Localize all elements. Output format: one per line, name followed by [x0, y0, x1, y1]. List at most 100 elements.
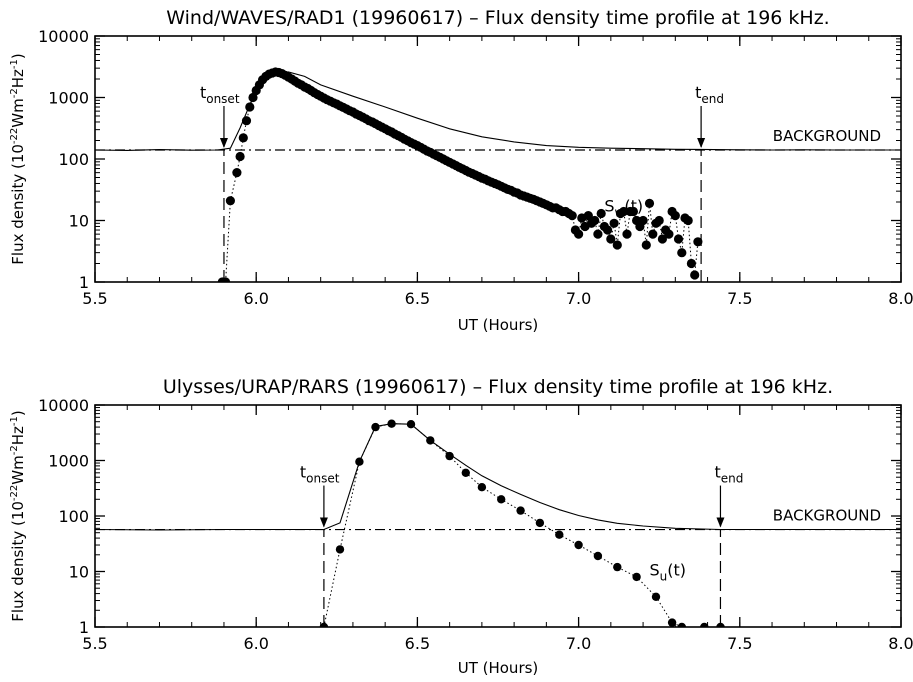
data-point: [593, 229, 603, 239]
y-axis-label-exponent: -1: [9, 59, 20, 69]
data-point: [651, 592, 661, 601]
onset-label-sub: onset: [306, 472, 340, 486]
data-point: [654, 215, 664, 226]
background-label: BACKGROUND: [773, 507, 881, 525]
y-axis-label-part: Flux density (10: [9, 144, 27, 265]
data-point: [693, 237, 703, 247]
series-label-sub: u: [660, 569, 668, 583]
x-axis-label: UT (Hours): [458, 659, 539, 677]
y-axis-label-part: Wm: [9, 98, 27, 127]
x-tick-label: 5.5: [82, 634, 107, 653]
data-point: [574, 229, 584, 239]
panel-1: Wind/WAVES/RAD1 (19960617) – Flux densit…: [9, 7, 913, 334]
total-flux-line: [95, 71, 901, 151]
onset-arrow-head: [319, 517, 328, 528]
data-point: [555, 530, 564, 539]
y-tick-label: 100: [58, 150, 89, 169]
data-point: [516, 506, 525, 515]
plot-area: [95, 67, 901, 282]
y-axis-label-part: Hz: [9, 426, 27, 445]
x-tick-label: 8.0: [888, 634, 913, 653]
data-point: [406, 420, 416, 429]
data-point: [657, 234, 668, 244]
series-label-suffix: (t): [624, 197, 643, 216]
onset-label-sub: onset: [206, 92, 240, 106]
series-label-main: S: [604, 197, 614, 216]
data-point: [648, 229, 658, 239]
x-tick-label: 6.5: [405, 634, 430, 653]
data-point: [613, 562, 622, 572]
total-flux-line: [95, 423, 901, 531]
y-axis-label-part: Hz: [9, 69, 27, 88]
data-point: [677, 622, 686, 627]
onset-label-main: t: [200, 83, 206, 102]
y-axis-label-exponent: -2: [9, 88, 20, 98]
data-point: [387, 419, 396, 428]
data-point: [690, 270, 700, 280]
data-point: [235, 151, 245, 162]
data-point: [574, 540, 583, 550]
y-tick-label: 1000: [48, 452, 89, 471]
data-point: [535, 518, 545, 528]
data-point: [609, 218, 619, 228]
data-point: [612, 240, 622, 250]
data-point: [248, 92, 258, 103]
data-point: [221, 277, 231, 282]
series-label-sub: w: [615, 206, 625, 220]
onset-label: tonset: [200, 83, 240, 106]
series-label-main: S: [650, 560, 660, 579]
x-tick-label: 7.5: [727, 634, 752, 653]
y-tick-label: 100: [58, 507, 89, 526]
background-label: BACKGROUND: [773, 127, 881, 145]
x-tick-label: 6.5: [405, 289, 430, 308]
series-label: Su(t): [650, 560, 687, 583]
data-point: [590, 215, 600, 226]
x-tick-label: 8.0: [888, 289, 913, 308]
x-tick-label: 6.0: [243, 289, 268, 308]
data-point: [638, 215, 648, 226]
end-label-main: t: [695, 83, 701, 102]
series-label-suffix: (t): [667, 560, 686, 579]
data-point: [596, 208, 606, 219]
data-point: [583, 211, 593, 221]
y-axis-label-exponent: -22: [9, 485, 20, 501]
data-point: [606, 234, 616, 244]
y-axis-label: Flux density (10-22Wm-2Hz-1): [9, 53, 27, 264]
y-tick-label: 1: [79, 273, 89, 292]
x-tick-label: 6.0: [243, 634, 268, 653]
data-point: [497, 495, 506, 504]
x-tick-label: 5.5: [82, 289, 107, 308]
y-axis-label-part: Wm: [9, 455, 27, 484]
end-label: tend: [714, 463, 743, 486]
data-point: [335, 545, 345, 554]
y-axis-label: Flux density (10-22Wm-2Hz-1): [9, 410, 27, 621]
y-tick-label: 10: [69, 212, 89, 231]
end-arrow-head: [697, 138, 706, 149]
data-point: [603, 225, 613, 235]
onset-arrow-head: [219, 138, 228, 149]
onset-label-main: t: [300, 463, 306, 482]
y-tick-label: 10: [69, 563, 89, 582]
x-tick-label: 7.5: [727, 289, 752, 308]
plot-frame: [94, 35, 902, 283]
data-point: [445, 451, 454, 461]
data-point: [683, 215, 693, 226]
end-arrow-head: [716, 517, 725, 528]
data-point: [245, 102, 255, 112]
end-label-sub: end: [701, 92, 724, 106]
panel-2: Ulysses/URAP/RARS (19960617) – Flux dens…: [9, 376, 913, 677]
data-point: [426, 436, 435, 445]
series-label: Sw(t): [604, 197, 643, 220]
data-point: [225, 196, 235, 206]
data-point: [238, 133, 248, 143]
data-point: [619, 206, 629, 217]
end-label-sub: end: [721, 472, 744, 486]
y-tick-label: 1: [79, 618, 89, 637]
data-point: [461, 468, 470, 477]
chart-title: Wind/WAVES/RAD1 (19960617) – Flux densit…: [166, 7, 829, 29]
y-axis-label-part: Flux density (10: [9, 501, 27, 622]
data-point: [232, 168, 242, 178]
data-point: [628, 206, 639, 217]
